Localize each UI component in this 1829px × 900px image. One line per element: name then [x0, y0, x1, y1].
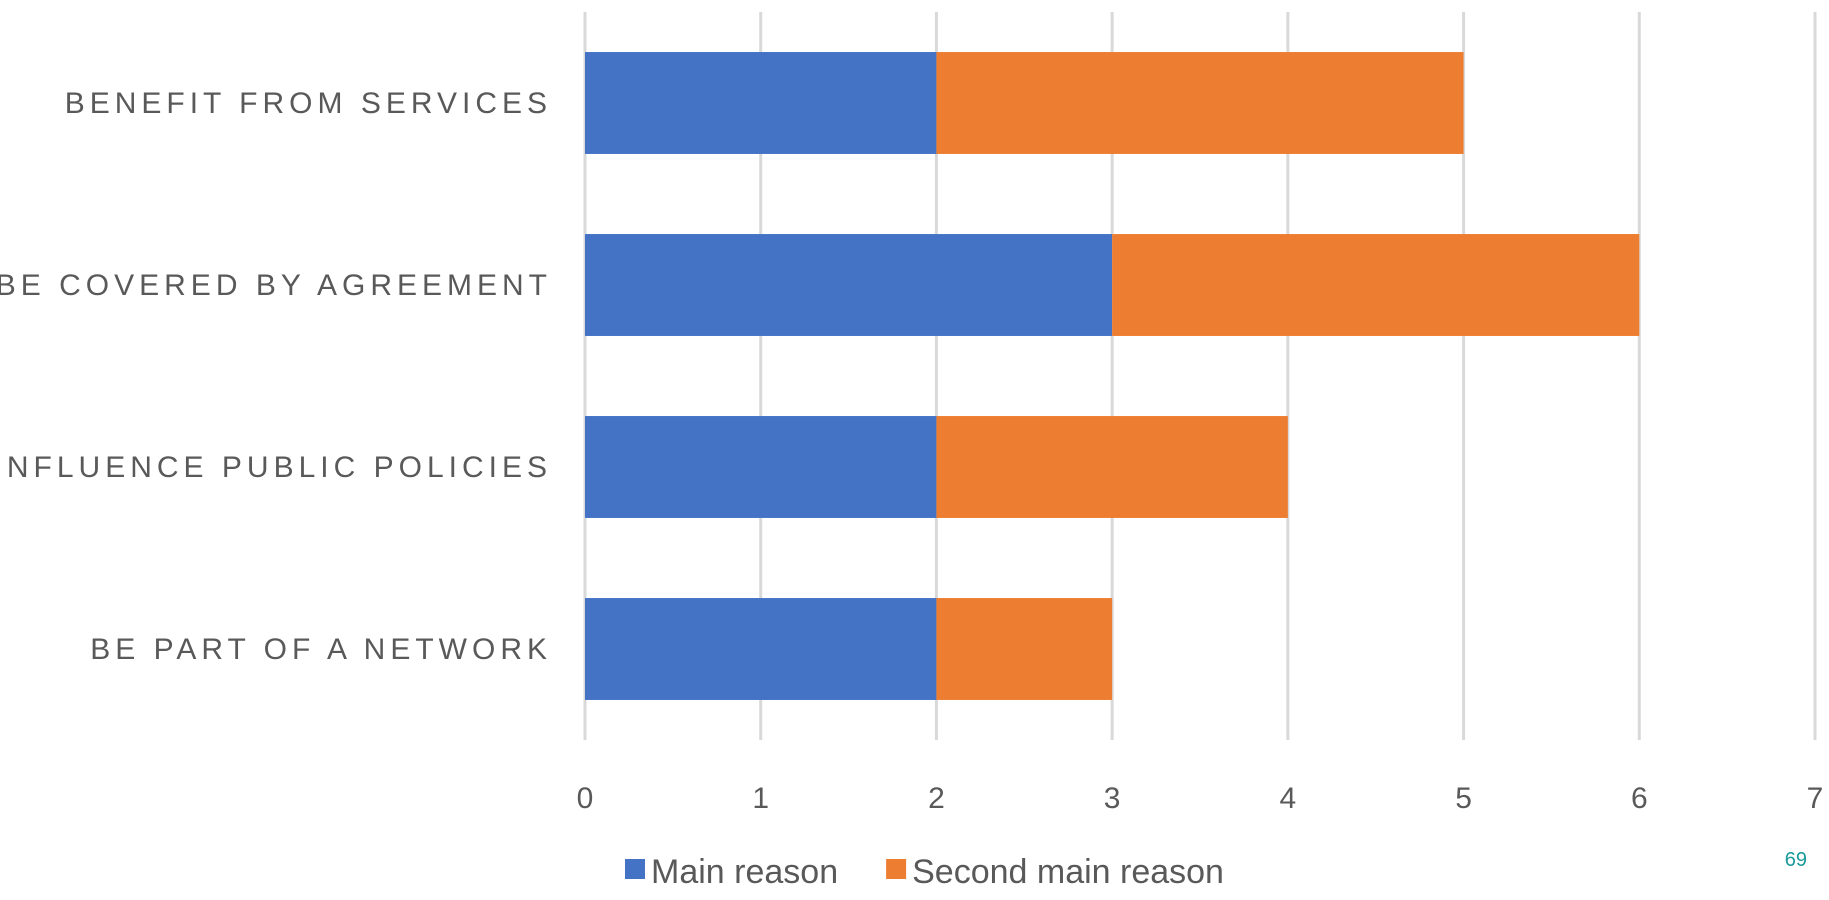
x-tick-label: 7	[1807, 782, 1824, 815]
bars	[585, 52, 1640, 700]
bar-main-reason	[585, 234, 1113, 336]
x-tick-label: 1	[752, 782, 769, 815]
category-label: BENEFIT FROM SERVICES	[65, 87, 552, 120]
bar-second-main-reason	[936, 598, 1113, 700]
x-tick-label: 5	[1455, 782, 1472, 815]
category-label: BE PART OF A NETWORK	[90, 633, 552, 666]
category-label: INFLUENCE PUBLIC POLICIES	[0, 451, 552, 484]
bar-main-reason	[585, 598, 937, 700]
x-tick-labels: 0 1 2 3 4 5 6 7	[577, 782, 1824, 815]
legend-swatch	[886, 859, 907, 879]
category-labels: BENEFIT FROM SERVICES BE COVERED BY AGREE…	[0, 87, 552, 666]
page-number: 69	[1784, 849, 1807, 871]
bar-main-reason	[585, 416, 937, 518]
x-tick-label: 0	[577, 782, 594, 815]
x-tick-label: 6	[1631, 782, 1648, 815]
legend: Main reason Second main reason	[625, 853, 1224, 891]
legend-swatch	[625, 859, 645, 879]
bar-second-main-reason	[1112, 234, 1640, 336]
legend-label: Second main reason	[912, 853, 1224, 891]
legend-label: Main reason	[651, 853, 838, 891]
bar-second-main-reason	[936, 52, 1464, 154]
bar-main-reason	[585, 52, 937, 154]
category-label: BE COVERED BY AGREEMENT	[0, 269, 552, 302]
x-tick-label: 3	[1104, 782, 1121, 815]
bar-second-main-reason	[936, 416, 1288, 518]
x-tick-label: 2	[928, 782, 945, 815]
x-tick-label: 4	[1280, 782, 1297, 815]
